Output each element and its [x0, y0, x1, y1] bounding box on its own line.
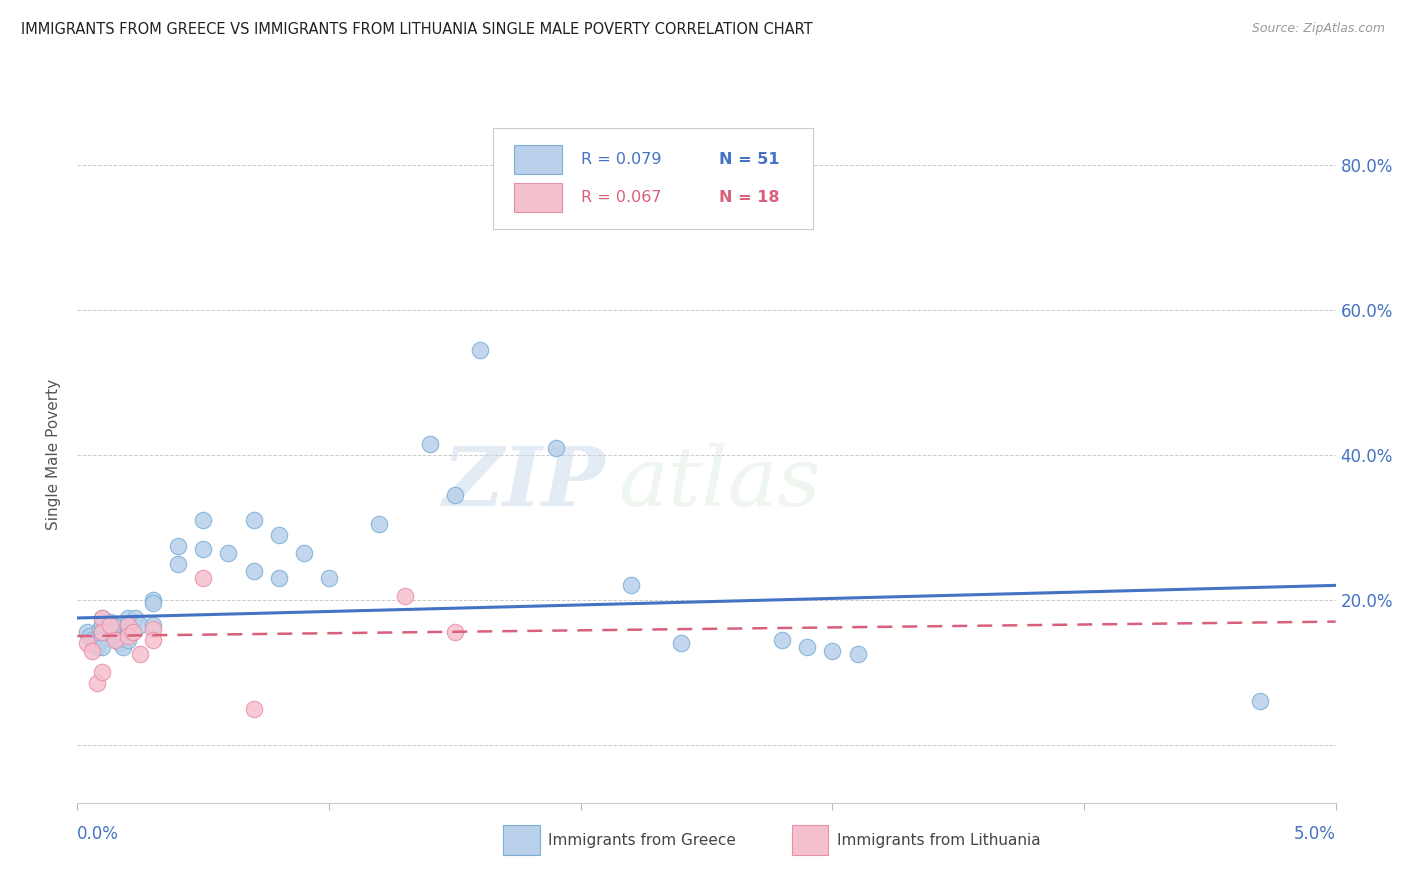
Point	[242, 513, 264, 527]
FancyBboxPatch shape	[492, 128, 814, 229]
Point	[142, 597, 165, 611]
Point	[620, 578, 643, 592]
Point	[142, 618, 165, 632]
Text: R = 0.067: R = 0.067	[581, 190, 661, 205]
Point	[104, 625, 127, 640]
Text: Immigrants from Greece: Immigrants from Greece	[548, 833, 737, 847]
Y-axis label: Single Male Poverty: Single Male Poverty	[46, 379, 62, 531]
Point	[267, 571, 290, 585]
Point	[167, 539, 190, 553]
Point	[292, 546, 315, 560]
Point	[91, 611, 114, 625]
Point	[419, 437, 441, 451]
Point	[86, 676, 108, 690]
Point	[1249, 694, 1271, 708]
Point	[107, 632, 129, 647]
Point	[796, 640, 818, 654]
Text: atlas: atlas	[619, 442, 821, 523]
Point	[129, 647, 152, 661]
Point	[444, 488, 467, 502]
Point	[91, 625, 114, 640]
Point	[191, 571, 215, 585]
Point	[821, 643, 844, 657]
Text: 0.0%: 0.0%	[77, 825, 120, 843]
Point	[76, 636, 98, 650]
Point	[217, 546, 239, 560]
Text: ZIP: ZIP	[443, 442, 606, 523]
Point	[142, 622, 165, 636]
Point	[108, 636, 131, 650]
Point	[770, 632, 793, 647]
Point	[191, 513, 215, 527]
Point	[76, 625, 98, 640]
Point	[117, 632, 139, 647]
Text: IMMIGRANTS FROM GREECE VS IMMIGRANTS FROM LITHUANIA SINGLE MALE POVERTY CORRELAT: IMMIGRANTS FROM GREECE VS IMMIGRANTS FRO…	[21, 22, 813, 37]
Point	[84, 636, 107, 650]
Point	[89, 622, 111, 636]
Point	[191, 542, 215, 557]
Text: N = 18: N = 18	[718, 190, 779, 205]
Point	[104, 632, 127, 647]
Point	[91, 625, 114, 640]
FancyBboxPatch shape	[515, 183, 562, 212]
Point	[468, 343, 491, 357]
Point	[368, 516, 391, 531]
Text: R = 0.079: R = 0.079	[581, 152, 661, 167]
Point	[129, 618, 152, 632]
FancyBboxPatch shape	[515, 145, 562, 174]
Point	[111, 640, 134, 654]
Point	[121, 615, 143, 629]
Point	[101, 618, 124, 632]
Point	[82, 632, 104, 647]
Point	[444, 625, 467, 640]
Point	[82, 643, 104, 657]
Point	[117, 625, 139, 640]
Point	[121, 625, 143, 640]
Point	[117, 611, 139, 625]
Point	[91, 618, 114, 632]
Point	[124, 611, 146, 625]
Point	[91, 611, 114, 625]
Point	[242, 701, 264, 715]
Text: Source: ZipAtlas.com: Source: ZipAtlas.com	[1251, 22, 1385, 36]
Point	[142, 592, 165, 607]
Point	[117, 629, 139, 643]
Point	[117, 618, 139, 632]
Point	[846, 647, 869, 661]
Point	[671, 636, 693, 650]
Text: Immigrants from Lithuania: Immigrants from Lithuania	[837, 833, 1040, 847]
Point	[117, 618, 139, 632]
Point	[117, 622, 139, 636]
Point	[544, 441, 567, 455]
Text: 5.0%: 5.0%	[1294, 825, 1336, 843]
Point	[394, 589, 416, 603]
Point	[79, 629, 101, 643]
Point	[98, 615, 121, 629]
Point	[98, 618, 121, 632]
Point	[91, 665, 114, 680]
Point	[86, 640, 108, 654]
Point	[167, 557, 190, 571]
Point	[91, 640, 114, 654]
Point	[142, 632, 165, 647]
Text: N = 51: N = 51	[718, 152, 779, 167]
Point	[318, 571, 340, 585]
Point	[267, 527, 290, 541]
Point	[242, 564, 264, 578]
Point	[91, 632, 114, 647]
